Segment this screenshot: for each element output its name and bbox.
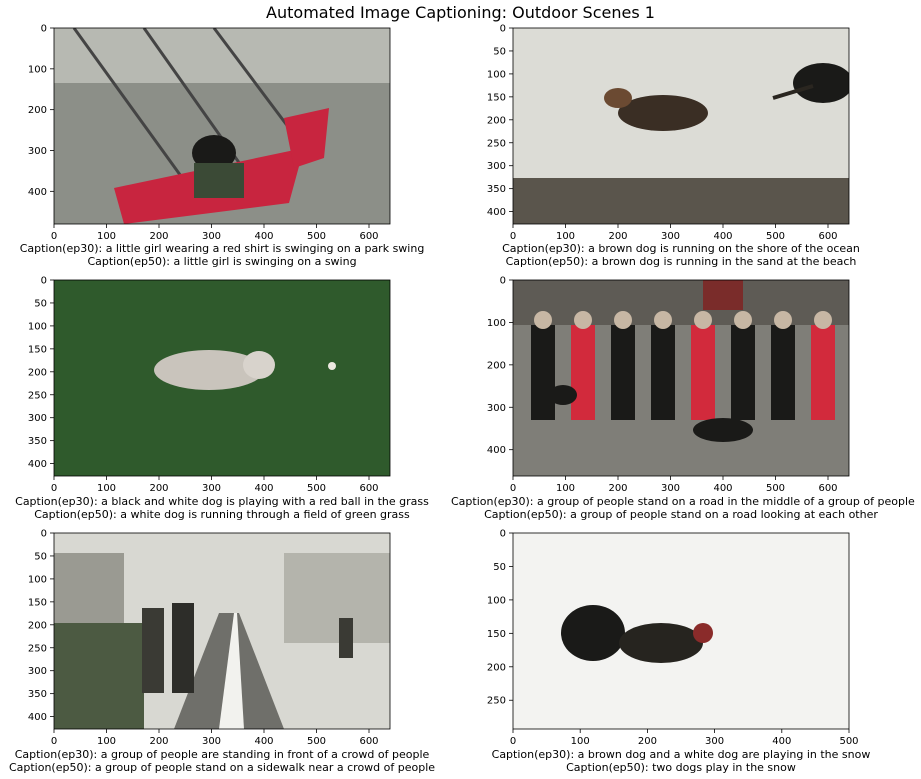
y-tick-label: 200 xyxy=(487,662,506,673)
x-tick-label: 100 xyxy=(571,736,590,747)
caption-ep30: Caption(ep30): a little girl wearing a r… xyxy=(19,242,425,255)
y-tick-label: 150 xyxy=(487,629,506,640)
caption-ep50: Caption(ep50): a group of people stand o… xyxy=(8,761,436,774)
figure-title: Automated Image Captioning: Outdoor Scen… xyxy=(266,3,655,22)
caption-ep50: Caption(ep50): a white dog is running th… xyxy=(34,508,410,521)
caption-ep30: Caption(ep30): a group of people are sta… xyxy=(14,748,430,761)
caption-ep30: Caption(ep30): a brown dog is running on… xyxy=(502,242,860,255)
axes-frame xyxy=(512,532,850,730)
y-tick-label: 250 xyxy=(487,696,506,707)
y-tick-label: 50 xyxy=(493,562,506,573)
dog-figure xyxy=(693,623,713,643)
dog-figure xyxy=(619,623,703,663)
x-tick-label: 300 xyxy=(705,736,724,747)
x-tick-label: 400 xyxy=(772,736,791,747)
caption-ep50: Caption(ep50): a brown dog is running in… xyxy=(505,255,857,268)
x-tick-label: 200 xyxy=(638,736,657,747)
snow-ground xyxy=(513,533,849,729)
caption-ep50: Caption(ep50): a group of people stand o… xyxy=(484,508,878,521)
dogs-in-snow-photo: 0 100 200 300 400 500 0 50 100 150 200 250 xyxy=(487,529,859,748)
dog-figure xyxy=(561,605,625,661)
caption-ep30: Caption(ep30): a black and white dog is … xyxy=(15,495,429,508)
y-tick-label: 0 xyxy=(500,529,506,540)
y-tick-label: 100 xyxy=(487,595,506,606)
caption-ep50: Caption(ep50): a little girl is swinging… xyxy=(87,255,357,268)
caption-ep50: Caption(ep50): two dogs play in the snow xyxy=(566,761,796,774)
caption-ep30: Caption(ep30): a group of people stand o… xyxy=(451,495,915,508)
x-tick-label: 500 xyxy=(839,736,858,747)
caption-ep30: Caption(ep30): a brown dog and a white d… xyxy=(491,748,871,761)
x-tick-label: 0 xyxy=(510,736,516,747)
